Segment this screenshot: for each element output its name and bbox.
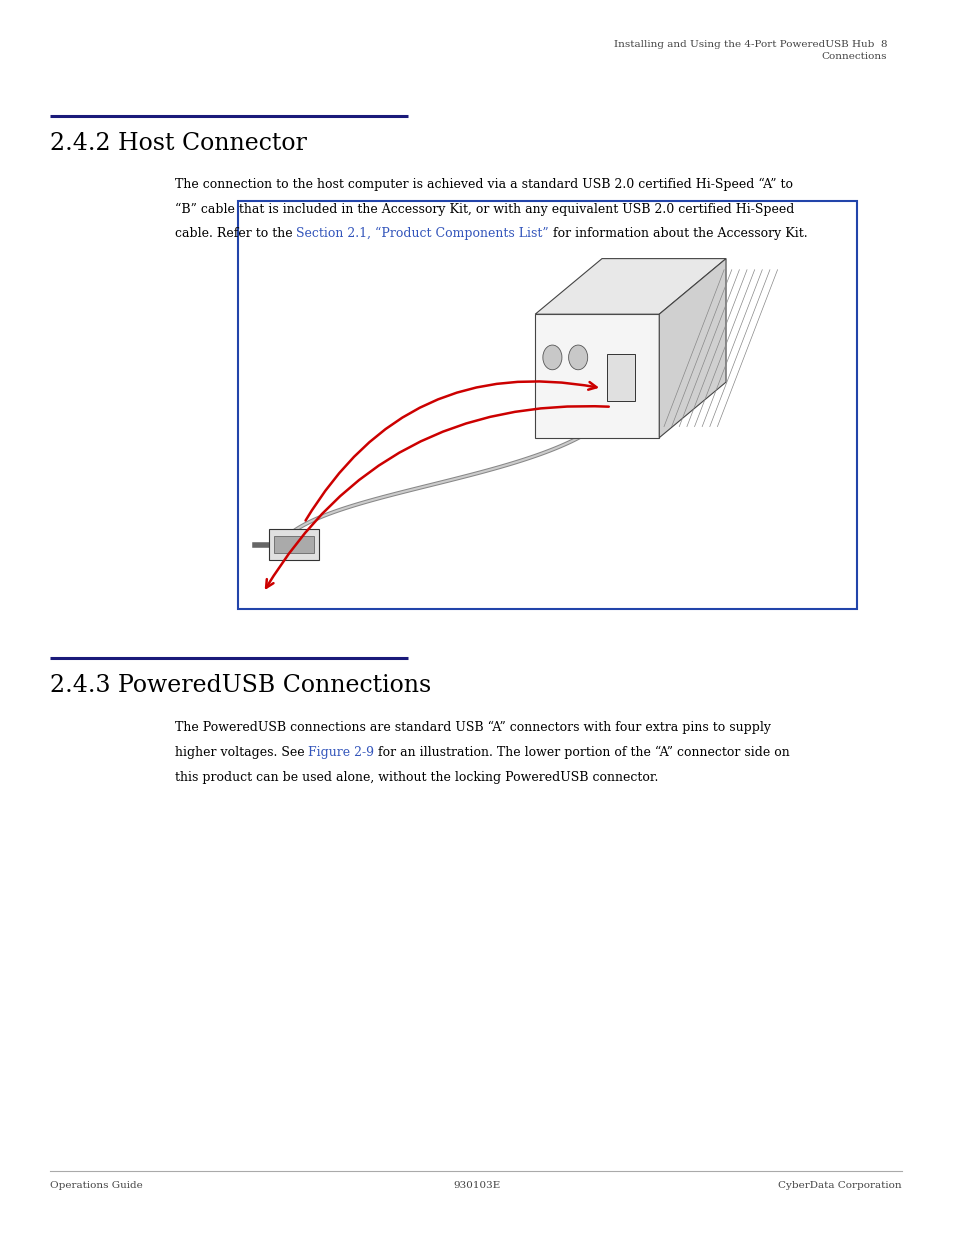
Text: Installing and Using the 4-Port PoweredUSB Hub  8: Installing and Using the 4-Port PoweredU… [613,40,886,48]
Circle shape [568,345,587,369]
Text: CyberData Corporation: CyberData Corporation [777,1181,901,1189]
Bar [606,353,635,400]
Polygon shape [659,258,725,437]
Text: for information about the Accessory Kit.: for information about the Accessory Kit. [548,227,806,241]
Bar [274,536,314,552]
Text: Section 2.1, “Product Components List”: Section 2.1, “Product Components List” [295,227,548,241]
Text: The connection to the host computer is achieved via a standard USB 2.0 certified: The connection to the host computer is a… [174,178,792,191]
Bar [535,314,659,437]
Text: higher voltages. See: higher voltages. See [174,746,308,760]
Text: 2.4.2 Host Connector: 2.4.2 Host Connector [50,132,306,156]
Text: Connections: Connections [821,52,886,61]
Bar [238,201,856,609]
Text: Figure 2-9: Figure 2-9 [308,746,374,760]
Text: 2.4.3 PoweredUSB Connections: 2.4.3 PoweredUSB Connections [50,674,431,698]
Text: Operations Guide: Operations Guide [50,1181,142,1189]
Text: “B” cable that is included in the Accessory Kit, or with any equivalent USB 2.0 : “B” cable that is included in the Access… [174,203,793,216]
Polygon shape [535,258,725,314]
FancyArrowPatch shape [305,382,596,520]
Circle shape [542,345,561,369]
Text: cable. Refer to the: cable. Refer to the [174,227,295,241]
FancyArrowPatch shape [266,406,608,588]
Bar [269,529,318,559]
Text: for an illustration. The lower portion of the “A” connector side on: for an illustration. The lower portion o… [374,746,789,760]
Text: this product can be used alone, without the locking PoweredUSB connector.: this product can be used alone, without … [174,771,658,784]
Text: 930103E: 930103E [453,1181,500,1189]
Text: The PoweredUSB connections are standard USB “A” connectors with four extra pins : The PoweredUSB connections are standard … [174,721,770,735]
